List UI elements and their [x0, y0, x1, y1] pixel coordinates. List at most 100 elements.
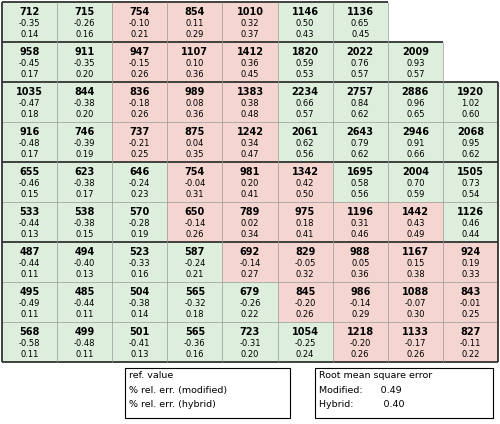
Text: 0.29: 0.29 — [186, 30, 204, 39]
Text: 487: 487 — [20, 247, 40, 257]
Text: -0.39: -0.39 — [74, 139, 96, 148]
Bar — [388, 242, 443, 282]
Text: 1218: 1218 — [346, 327, 374, 337]
Text: 2757: 2757 — [346, 87, 374, 97]
Text: 0.91: 0.91 — [406, 139, 424, 148]
Text: -0.46: -0.46 — [19, 179, 40, 189]
Bar — [2, 122, 57, 162]
Bar — [112, 202, 168, 242]
Text: -0.44: -0.44 — [19, 259, 40, 268]
Text: 533: 533 — [20, 207, 40, 217]
Text: 0.59: 0.59 — [296, 59, 314, 69]
Text: 854: 854 — [184, 7, 205, 17]
Text: 538: 538 — [74, 207, 95, 217]
Text: 986: 986 — [350, 287, 370, 297]
Bar — [125, 368, 290, 418]
Bar — [112, 322, 168, 362]
Bar — [57, 82, 112, 122]
Bar — [57, 242, 112, 282]
Text: 0.02: 0.02 — [241, 220, 259, 229]
Text: -0.35: -0.35 — [19, 20, 40, 28]
Bar — [443, 162, 498, 202]
Text: 0.30: 0.30 — [406, 310, 424, 319]
Bar — [332, 2, 388, 42]
Bar — [2, 322, 57, 362]
Text: 958: 958 — [20, 47, 40, 57]
Text: 0.17: 0.17 — [76, 190, 94, 199]
Text: 829: 829 — [295, 247, 316, 257]
Bar — [112, 82, 168, 122]
Text: 0.62: 0.62 — [351, 110, 370, 119]
Bar — [222, 322, 278, 362]
Text: 0.14: 0.14 — [130, 310, 149, 319]
Text: 2004: 2004 — [402, 167, 429, 177]
Text: 2234: 2234 — [292, 87, 318, 97]
Text: 0.62: 0.62 — [351, 150, 370, 159]
Text: 754: 754 — [185, 167, 205, 177]
Text: 0.62: 0.62 — [461, 150, 479, 159]
Text: 836: 836 — [130, 87, 150, 97]
Bar — [112, 122, 168, 162]
Text: 0.04: 0.04 — [186, 139, 204, 148]
Bar — [168, 282, 222, 322]
Text: 623: 623 — [74, 167, 95, 177]
Text: 0.26: 0.26 — [351, 350, 370, 359]
Text: 737: 737 — [130, 127, 150, 137]
Text: 1010: 1010 — [236, 7, 264, 17]
Text: 0.54: 0.54 — [462, 190, 479, 199]
Text: 827: 827 — [460, 327, 480, 337]
Bar — [278, 202, 332, 242]
Text: 2022: 2022 — [346, 47, 374, 57]
Bar — [388, 282, 443, 322]
Text: -0.44: -0.44 — [19, 220, 40, 229]
Text: -0.32: -0.32 — [184, 299, 206, 309]
Text: 495: 495 — [20, 287, 40, 297]
Text: 0.22: 0.22 — [462, 350, 479, 359]
Text: 0.50: 0.50 — [296, 190, 314, 199]
Text: 0.93: 0.93 — [406, 59, 424, 69]
Text: 1054: 1054 — [292, 327, 318, 337]
Text: -0.20: -0.20 — [350, 340, 371, 349]
Text: 0.11: 0.11 — [186, 20, 204, 28]
Bar — [388, 122, 443, 162]
Text: 0.20: 0.20 — [241, 179, 259, 189]
Text: 0.66: 0.66 — [296, 100, 314, 109]
Text: 568: 568 — [20, 327, 40, 337]
Text: -0.28: -0.28 — [129, 220, 150, 229]
Text: 1242: 1242 — [236, 127, 264, 137]
Text: 0.31: 0.31 — [186, 190, 204, 199]
Bar — [168, 242, 222, 282]
Text: -0.01: -0.01 — [460, 299, 481, 309]
Bar — [443, 122, 498, 162]
Text: 0.96: 0.96 — [406, 100, 424, 109]
Text: 0.11: 0.11 — [20, 271, 38, 279]
Text: 0.60: 0.60 — [461, 110, 479, 119]
Text: 0.73: 0.73 — [461, 179, 480, 189]
Text: -0.38: -0.38 — [74, 220, 96, 229]
Text: -0.48: -0.48 — [74, 340, 96, 349]
Bar — [315, 368, 493, 418]
Text: -0.36: -0.36 — [184, 340, 206, 349]
Text: 0.46: 0.46 — [461, 220, 479, 229]
Text: 692: 692 — [240, 247, 260, 257]
Text: 0.29: 0.29 — [351, 310, 370, 319]
Text: 0.20: 0.20 — [76, 70, 94, 79]
Text: 0.36: 0.36 — [186, 70, 204, 79]
Text: 844: 844 — [74, 87, 95, 97]
Text: 746: 746 — [74, 127, 95, 137]
Text: -0.38: -0.38 — [74, 100, 96, 109]
Bar — [57, 322, 112, 362]
Text: 0.36: 0.36 — [240, 59, 260, 69]
Text: 0.19: 0.19 — [462, 259, 479, 268]
Bar — [388, 82, 443, 122]
Text: 0.24: 0.24 — [296, 350, 314, 359]
Text: 0.62: 0.62 — [296, 139, 314, 148]
Bar — [332, 82, 388, 122]
Text: -0.10: -0.10 — [129, 20, 150, 28]
Text: 679: 679 — [240, 287, 260, 297]
Text: -0.31: -0.31 — [240, 340, 261, 349]
Bar — [278, 122, 332, 162]
Bar — [2, 162, 57, 202]
Bar — [2, 42, 57, 82]
Text: 2886: 2886 — [402, 87, 429, 97]
